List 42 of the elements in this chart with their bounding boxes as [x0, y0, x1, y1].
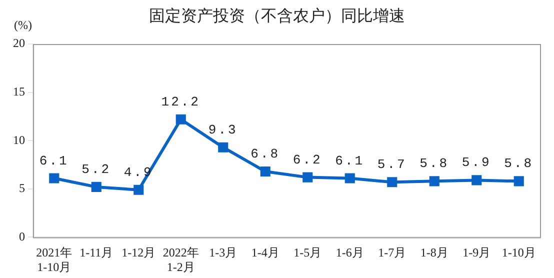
y-axis-title: (%)	[14, 18, 32, 33]
data-label: 5.2	[82, 162, 112, 177]
data-label: 6.1	[39, 153, 69, 168]
point	[344, 173, 355, 184]
point	[387, 177, 398, 188]
x-tick-label: 1-11月	[80, 246, 114, 260]
x-tick-label: 1-7月	[378, 246, 406, 260]
data-label: 5.8	[420, 156, 450, 172]
data-label: 6.2	[292, 152, 322, 168]
x-tick-label: 2021年 1-10月	[36, 246, 72, 274]
y-tick-label: 15	[13, 84, 25, 98]
point	[472, 175, 482, 186]
point	[514, 176, 524, 186]
x-tick-label: 1-3月	[209, 246, 238, 260]
point	[302, 172, 313, 182]
point	[91, 182, 102, 192]
data-label: 5.7	[377, 157, 407, 172]
x-tick-label: 1-9月	[462, 246, 491, 260]
x-tick-label: 1-10月	[502, 246, 536, 260]
point	[176, 114, 186, 124]
chart-title: 固定资产投资（不含农户）同比增速	[149, 6, 405, 25]
y-tick-label: 20	[13, 36, 25, 50]
point	[429, 176, 440, 186]
y-tick-label: 0	[19, 229, 25, 244]
point	[49, 173, 60, 184]
x-tick-label: 1-12月	[122, 246, 156, 260]
y-tick-label: 10	[13, 132, 25, 147]
point	[218, 142, 228, 152]
x-tick-label: 1-8月	[420, 246, 448, 260]
data-label: 5.9	[462, 155, 492, 170]
x-tick-label: 2022年 1-2月	[162, 246, 199, 274]
data-label: 5.8	[504, 156, 534, 172]
x-tick-label: 1-4月	[251, 246, 280, 260]
y-tick-label: 5	[19, 181, 25, 196]
data-label: 6.8	[250, 146, 280, 162]
data-label: 9.3	[208, 122, 238, 138]
point	[134, 184, 144, 195]
x-tick-label: 1-5月	[294, 246, 322, 260]
x-tick-label: 1-6月	[336, 246, 364, 260]
point	[260, 166, 270, 177]
data-label: 12.2	[161, 94, 200, 110]
data-label: 6.1	[335, 153, 365, 168]
